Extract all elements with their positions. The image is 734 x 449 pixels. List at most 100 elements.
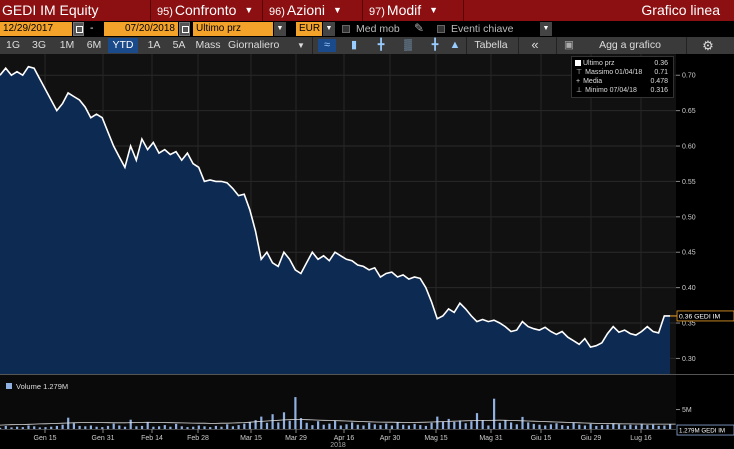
- frequency-select[interactable]: Giornaliero: [228, 39, 280, 51]
- volume-bar: [566, 425, 569, 429]
- y-tick-label: 0.55: [682, 179, 696, 186]
- confronto-menu[interactable]: 95) Confronto ▼: [150, 0, 262, 21]
- volume-bar: [623, 425, 626, 429]
- chevron-down-icon[interactable]: ▼: [274, 22, 286, 36]
- volume-bar: [578, 424, 581, 429]
- volume-bar: [260, 416, 263, 429]
- period-5a[interactable]: 5A: [172, 39, 186, 51]
- legend-value: 0.478: [650, 78, 668, 85]
- chevron-down-icon[interactable]: ▼: [297, 41, 305, 50]
- volume-bar: [504, 420, 507, 429]
- menu-number: 97): [369, 6, 385, 18]
- volume-bar: [475, 413, 479, 429]
- hilo-icon[interactable]: ╋: [431, 39, 439, 51]
- legend-last: Ultimo prz 0.36: [575, 59, 670, 68]
- period-ytd[interactable]: YTD: [108, 38, 138, 53]
- volume-bar: [407, 425, 410, 429]
- price-line: [0, 65, 670, 349]
- volume-bar: [487, 425, 490, 429]
- collapse-button[interactable]: «: [531, 37, 539, 52]
- period-mass[interactable]: Mass: [195, 39, 221, 51]
- menu-label: Modif: [386, 2, 422, 18]
- volume-bar: [21, 427, 24, 429]
- x-tick-label: Lug 16: [630, 435, 652, 442]
- volume-bar: [555, 423, 558, 429]
- title-bar: GEDI IM Equity 95) Confronto ▼ 96) Azioni ▼ …: [0, 0, 734, 21]
- volume-bar: [430, 422, 433, 429]
- volume-bar: [0, 427, 2, 429]
- volume-bar: [209, 427, 212, 429]
- period-6m[interactable]: 6M: [86, 39, 102, 51]
- add-chart-icon[interactable]: ▣: [564, 39, 574, 51]
- volume-bar: [61, 424, 64, 429]
- date-separator: -: [90, 22, 94, 34]
- toolbar-divider: [312, 37, 313, 54]
- pencil-icon[interactable]: ✎: [414, 21, 425, 35]
- gear-icon[interactable]: ⚙: [702, 38, 714, 53]
- volume-bar: [612, 423, 615, 429]
- y-tick-label: 0.40: [682, 285, 696, 292]
- volume-bar: [158, 426, 161, 429]
- volume-bar: [294, 397, 297, 429]
- volume-title: Volume 1.279M: [6, 382, 68, 391]
- price-field-select[interactable]: Ultimo prz: [193, 22, 273, 36]
- price-chart[interactable]: 0.70 0.65 0.60 0.55 0.50 0.45 0.40 0.35 0.30 0.3…: [0, 54, 734, 449]
- azioni-menu[interactable]: 96) Azioni ▼: [262, 0, 362, 21]
- currency-select[interactable]: EUR: [296, 22, 322, 36]
- volume-bar: [322, 424, 325, 429]
- candle-icon[interactable]: ▮: [350, 39, 358, 51]
- chevron-down-icon[interactable]: ▼: [540, 22, 552, 36]
- mountain-icon[interactable]: ▲: [449, 39, 461, 51]
- tabella-button[interactable]: Tabella: [474, 39, 508, 51]
- volume-bar: [237, 425, 240, 429]
- max-icon: ⊤: [576, 69, 583, 76]
- volume-bar: [271, 414, 274, 429]
- volume-bar: [453, 422, 456, 429]
- volume-bar: [243, 423, 246, 429]
- y-tick-label: 0.30: [682, 356, 696, 363]
- volume-bar: [84, 426, 87, 429]
- volume-bar: [220, 426, 223, 429]
- volume-bar: [72, 423, 75, 429]
- med-mob-checkbox[interactable]: [342, 25, 350, 33]
- period-1m[interactable]: 1M: [59, 39, 75, 51]
- add-to-chart-button[interactable]: Agg a grafico: [599, 39, 661, 51]
- menu-label: Confronto: [174, 2, 237, 18]
- date-axis: Gen 15 Gen 31 Feb 14 Feb 28 Mar 15 Mar 29 Apr …: [34, 429, 652, 442]
- volume-bar: [78, 425, 81, 429]
- chevron-down-icon: ▼: [244, 5, 254, 15]
- menu-label: Azioni: [286, 2, 326, 18]
- x-tick-label: Mag 15: [424, 435, 447, 442]
- volume-bar: [652, 424, 655, 429]
- volume-bar: [4, 425, 7, 429]
- modif-menu[interactable]: 97) Modif ▼: [362, 0, 464, 21]
- volume-bar: [192, 426, 195, 429]
- eventi-checkbox[interactable]: [437, 25, 445, 33]
- bar-icon[interactable]: ▒: [404, 39, 412, 51]
- start-date-field[interactable]: 12/29/2017: [0, 22, 72, 36]
- volume-bar: [532, 423, 535, 429]
- chart-legend[interactable]: Ultimo prz 0.36 ⊤ Massimo 01/04/18 0.71 + Me…: [571, 56, 674, 98]
- toolbar-divider: [466, 37, 467, 54]
- volume-average-line: [0, 419, 676, 426]
- volume-bar: [140, 425, 144, 429]
- period-1g[interactable]: 1G: [5, 39, 20, 51]
- volume-bar: [640, 423, 643, 429]
- volume-last-box: [676, 424, 734, 436]
- volume-bar: [112, 423, 115, 429]
- x-tick-label: Giu 15: [531, 435, 552, 442]
- x-tick-label: Mag 31: [479, 435, 502, 442]
- security-ticker[interactable]: GEDI IM Equity: [2, 2, 99, 18]
- calendar-icon[interactable]: [179, 22, 190, 36]
- chevron-down-icon[interactable]: ▼: [323, 22, 335, 36]
- period-1a[interactable]: 1A: [147, 39, 161, 51]
- line-chart-icon[interactable]: ≈: [318, 39, 336, 52]
- menu-number: 96): [269, 6, 285, 18]
- ohlc-icon[interactable]: ╋: [377, 39, 385, 51]
- end-date-field[interactable]: 07/20/2018: [104, 22, 178, 36]
- x-tick-label: Giu 29: [581, 435, 602, 442]
- volume-axis: 5M: [676, 407, 692, 414]
- legend-swatch: [575, 60, 581, 66]
- period-3g[interactable]: 3G: [31, 39, 46, 51]
- calendar-icon[interactable]: [73, 22, 84, 36]
